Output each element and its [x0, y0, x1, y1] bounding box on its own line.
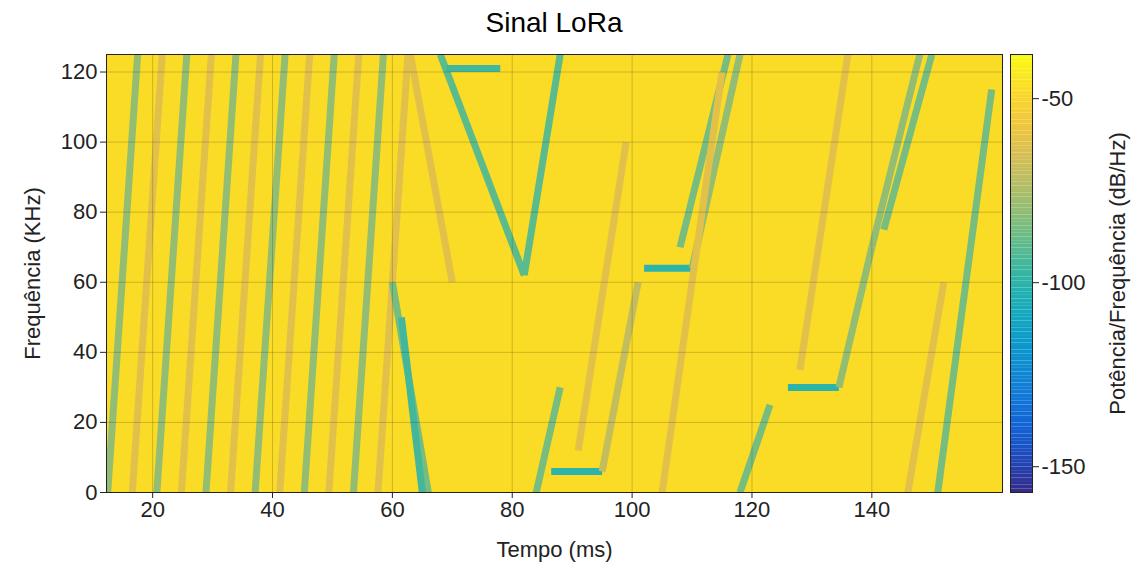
- svg-text:80: 80: [500, 497, 524, 522]
- svg-text:120: 120: [734, 497, 771, 522]
- svg-text:120: 120: [61, 59, 98, 84]
- svg-text:100: 100: [614, 497, 651, 522]
- svg-text:60: 60: [380, 497, 404, 522]
- svg-text:0: 0: [85, 480, 97, 505]
- svg-text:80: 80: [73, 199, 97, 224]
- svg-text:-100: -100: [1042, 270, 1086, 295]
- svg-text:Frequência (KHz): Frequência (KHz): [20, 187, 45, 359]
- svg-text:100: 100: [61, 129, 98, 154]
- svg-text:40: 40: [73, 339, 97, 364]
- svg-text:Potência/Frequência (dB/Hz): Potência/Frequência (dB/Hz): [1105, 132, 1130, 414]
- svg-text:40: 40: [260, 497, 284, 522]
- svg-text:20: 20: [73, 409, 97, 434]
- svg-text:140: 140: [853, 497, 890, 522]
- svg-text:-50: -50: [1042, 86, 1074, 111]
- svg-text:-150: -150: [1042, 454, 1086, 479]
- svg-text:60: 60: [73, 269, 97, 294]
- svg-text:Tempo (ms): Tempo (ms): [496, 537, 612, 562]
- html-text:Sinal LoRa: Sinal LoRa: [485, 7, 623, 38]
- svg-text:20: 20: [140, 497, 164, 522]
